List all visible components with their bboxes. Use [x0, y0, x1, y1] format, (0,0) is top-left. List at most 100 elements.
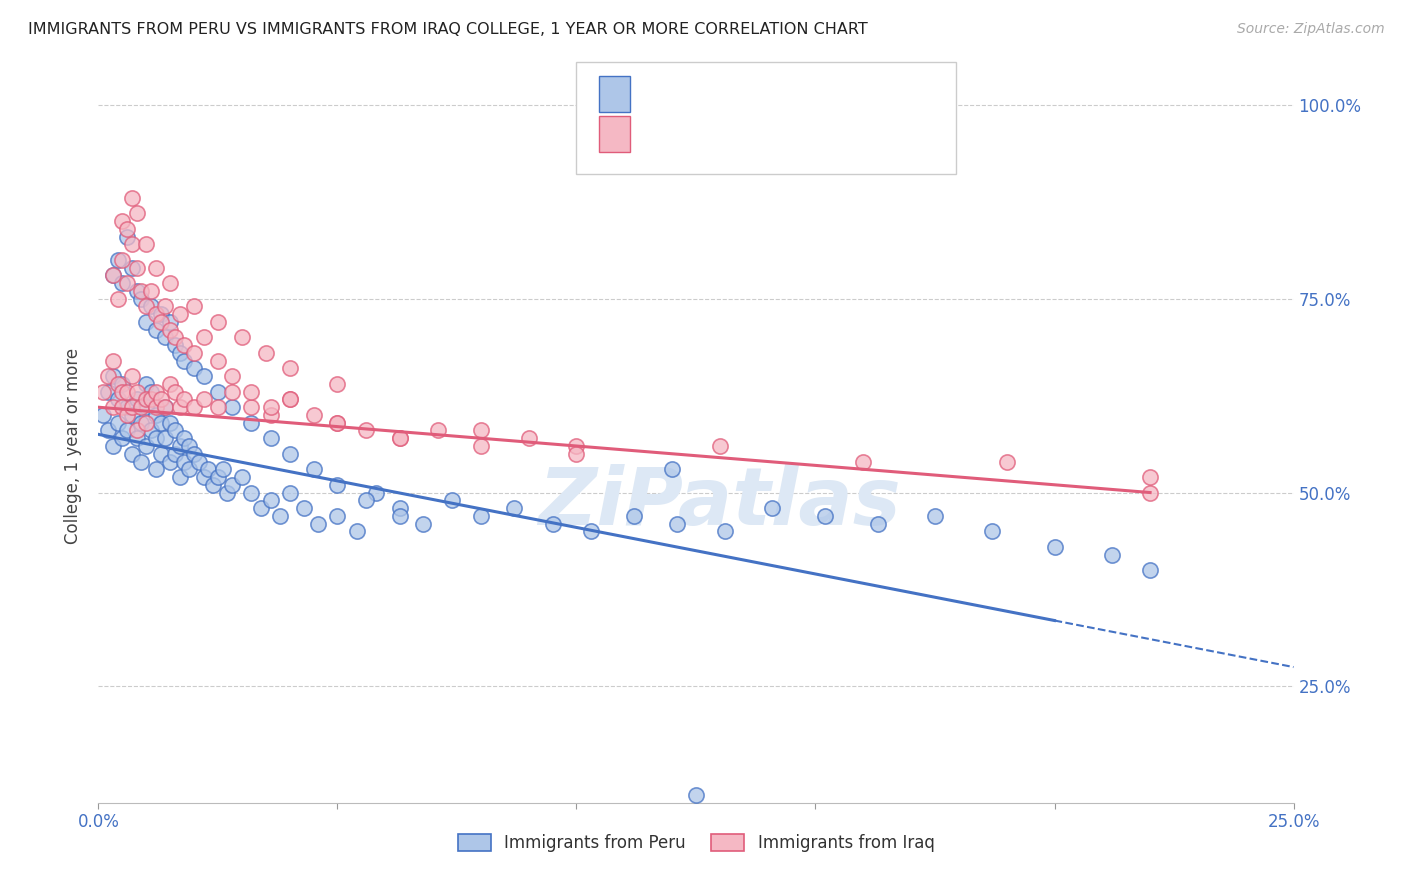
Point	[207, 470, 229, 484]
Point	[139, 392, 162, 407]
Point	[169, 307, 191, 321]
Point	[470, 439, 492, 453]
Point	[155, 401, 177, 415]
Point	[173, 353, 195, 368]
Point	[207, 353, 229, 368]
Point	[163, 447, 186, 461]
Point	[426, 424, 449, 438]
Point	[852, 454, 875, 468]
Point	[91, 384, 114, 399]
Point	[111, 252, 134, 267]
Point	[240, 416, 263, 430]
Point	[163, 330, 186, 344]
Point	[135, 439, 157, 453]
Point	[388, 431, 411, 445]
Point	[565, 439, 588, 453]
Point	[163, 338, 186, 352]
Point	[183, 299, 205, 313]
Point	[135, 392, 157, 407]
Point	[217, 485, 239, 500]
Point	[259, 408, 281, 422]
Point	[250, 501, 273, 516]
Point	[125, 392, 148, 407]
Point	[115, 229, 138, 244]
Point	[179, 462, 201, 476]
Point	[169, 470, 191, 484]
Point	[665, 516, 688, 531]
Point	[97, 384, 120, 399]
Point	[302, 462, 325, 476]
Point	[125, 206, 148, 220]
Point	[107, 416, 129, 430]
Point	[121, 237, 143, 252]
Point	[125, 284, 148, 298]
Point	[101, 268, 124, 283]
Point	[111, 214, 134, 228]
Point	[259, 431, 281, 445]
Point	[131, 401, 153, 415]
Point	[169, 346, 191, 360]
Text: Source: ZipAtlas.com: Source: ZipAtlas.com	[1237, 22, 1385, 37]
Point	[115, 276, 138, 290]
Point	[278, 485, 301, 500]
Point	[470, 508, 492, 523]
Point	[159, 376, 181, 391]
Point	[240, 485, 263, 500]
Point	[145, 260, 167, 275]
Point	[163, 424, 186, 438]
Point	[364, 485, 387, 500]
Point	[121, 401, 143, 415]
Point	[115, 424, 138, 438]
Point	[183, 361, 205, 376]
Point	[193, 369, 215, 384]
Point	[183, 401, 205, 415]
Point	[278, 392, 301, 407]
Point	[326, 477, 349, 491]
Point	[441, 493, 464, 508]
Point	[97, 369, 120, 384]
Point	[145, 323, 167, 337]
Point	[149, 447, 172, 461]
Point	[145, 408, 167, 422]
Point	[354, 424, 377, 438]
Point	[111, 401, 134, 415]
Point	[121, 447, 143, 461]
Point	[623, 508, 645, 523]
Point	[1139, 485, 1161, 500]
Point	[121, 369, 143, 384]
Point	[107, 252, 129, 267]
Point	[240, 384, 263, 399]
Point	[163, 384, 186, 399]
Point	[814, 508, 837, 523]
Point	[709, 439, 731, 453]
Point	[135, 315, 157, 329]
Point	[326, 508, 349, 523]
Point	[135, 237, 157, 252]
Point	[101, 369, 124, 384]
Point	[159, 323, 181, 337]
Point	[254, 346, 277, 360]
Point	[193, 392, 215, 407]
Point	[135, 376, 157, 391]
Point	[221, 384, 243, 399]
Point	[388, 501, 411, 516]
Point	[221, 369, 243, 384]
Point	[470, 424, 492, 438]
Point	[139, 299, 162, 313]
Point	[159, 315, 181, 329]
Point	[125, 431, 148, 445]
Point	[202, 477, 225, 491]
Point	[661, 462, 683, 476]
Point	[145, 384, 167, 399]
Point	[259, 493, 281, 508]
Point	[131, 292, 153, 306]
Point	[565, 447, 588, 461]
Point	[121, 191, 143, 205]
Point	[278, 361, 301, 376]
Point	[145, 431, 167, 445]
Point	[412, 516, 434, 531]
Point	[761, 501, 783, 516]
Point	[115, 384, 138, 399]
Point	[503, 501, 526, 516]
Point	[193, 470, 215, 484]
